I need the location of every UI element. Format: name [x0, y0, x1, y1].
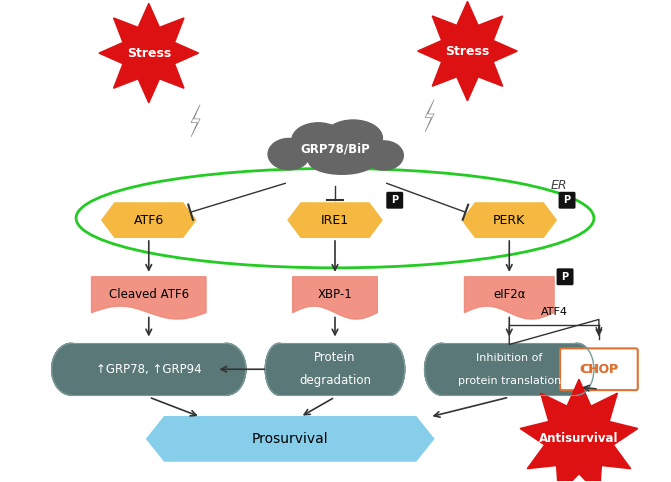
Ellipse shape — [292, 123, 345, 158]
Text: GRP78/BiP: GRP78/BiP — [300, 142, 370, 155]
FancyBboxPatch shape — [556, 268, 574, 285]
Polygon shape — [464, 277, 554, 319]
Ellipse shape — [377, 343, 405, 395]
Text: ER: ER — [551, 179, 567, 192]
Polygon shape — [425, 100, 434, 132]
Text: ATF4: ATF4 — [541, 307, 568, 317]
Text: Stress: Stress — [446, 45, 490, 58]
Polygon shape — [417, 1, 517, 101]
Text: Inhibition of: Inhibition of — [476, 353, 542, 362]
FancyBboxPatch shape — [560, 348, 637, 390]
Text: P: P — [564, 195, 570, 205]
Polygon shape — [462, 202, 557, 238]
Polygon shape — [101, 202, 197, 238]
Polygon shape — [293, 277, 377, 319]
Text: Antisurvival: Antisurvival — [539, 432, 619, 445]
Ellipse shape — [364, 141, 403, 170]
Ellipse shape — [52, 343, 91, 395]
Ellipse shape — [377, 343, 405, 395]
Text: PERK: PERK — [493, 214, 525, 227]
Ellipse shape — [309, 148, 376, 174]
Text: protein translation: protein translation — [458, 376, 561, 386]
Text: IRE1: IRE1 — [321, 214, 349, 227]
FancyBboxPatch shape — [386, 192, 403, 209]
Ellipse shape — [265, 343, 293, 395]
Text: Stress: Stress — [127, 47, 171, 60]
Polygon shape — [562, 350, 636, 395]
FancyBboxPatch shape — [558, 192, 576, 209]
Polygon shape — [91, 277, 206, 319]
Text: P: P — [562, 272, 568, 282]
Ellipse shape — [560, 343, 594, 395]
Ellipse shape — [268, 138, 310, 170]
Text: CHOP: CHOP — [581, 363, 617, 376]
Text: ↑GRP78, ↑GRP94: ↑GRP78, ↑GRP94 — [96, 363, 201, 376]
Text: XBP-1: XBP-1 — [317, 288, 352, 301]
Ellipse shape — [324, 120, 382, 156]
Polygon shape — [99, 3, 199, 103]
Ellipse shape — [425, 343, 458, 395]
Ellipse shape — [207, 343, 246, 395]
Text: P: P — [391, 195, 399, 205]
Polygon shape — [146, 416, 435, 462]
Ellipse shape — [52, 343, 91, 395]
Ellipse shape — [560, 343, 594, 395]
Ellipse shape — [425, 343, 458, 395]
Text: Protein: Protein — [314, 351, 356, 364]
Polygon shape — [287, 202, 382, 238]
Polygon shape — [520, 379, 638, 482]
Text: degradation: degradation — [299, 375, 371, 388]
Text: Cleaved ATF6: Cleaved ATF6 — [109, 288, 189, 301]
Polygon shape — [191, 105, 200, 137]
Text: Prosurvival: Prosurvival — [252, 432, 329, 446]
Ellipse shape — [207, 343, 246, 395]
FancyBboxPatch shape — [71, 343, 226, 395]
Text: eIF2α: eIF2α — [493, 288, 525, 301]
Text: CHOP: CHOP — [579, 363, 619, 376]
Text: ATF6: ATF6 — [134, 214, 164, 227]
FancyBboxPatch shape — [442, 343, 577, 395]
Ellipse shape — [265, 343, 293, 395]
FancyBboxPatch shape — [279, 343, 391, 395]
